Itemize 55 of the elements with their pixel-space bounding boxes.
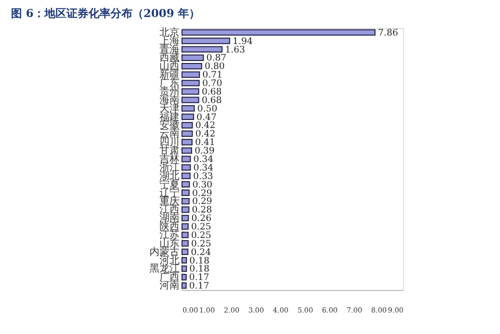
bar	[182, 190, 190, 196]
bar	[182, 88, 200, 95]
bar	[182, 172, 191, 180]
data-label: 0.68	[202, 96, 222, 106]
bar	[182, 96, 200, 104]
data-label: 0.71	[202, 70, 222, 81]
y-tick-label: 湖北	[160, 170, 180, 182]
bar	[182, 80, 200, 86]
data-label: 0.68	[202, 87, 222, 98]
data-label: 0.25	[191, 230, 212, 241]
bar	[182, 105, 195, 112]
bar	[182, 46, 223, 53]
data-label: 0.18	[189, 256, 210, 266]
y-tick-label: 辽宁	[160, 186, 180, 199]
data-label: 0.34	[193, 155, 214, 165]
data-label: 1.94	[232, 36, 253, 47]
bar	[182, 257, 187, 264]
bar	[182, 274, 187, 280]
bar	[182, 29, 376, 36]
bar	[182, 71, 200, 78]
data-label: 0.47	[196, 112, 217, 123]
bar	[182, 223, 189, 230]
bar	[182, 62, 202, 70]
y-tick-label: 福建	[160, 110, 180, 123]
bar	[182, 214, 189, 222]
data-label: 1.63	[225, 45, 246, 56]
bar	[182, 206, 190, 213]
data-label: 0.17	[189, 282, 210, 292]
bar	[182, 240, 189, 247]
bar	[182, 138, 193, 146]
bar	[182, 198, 190, 204]
bar	[182, 156, 191, 162]
data-label: 7.86	[378, 28, 398, 38]
y-tick-label: 北京	[160, 26, 180, 38]
bar	[182, 232, 189, 238]
bar	[182, 265, 187, 272]
bar	[182, 181, 190, 188]
data-label: 0.30	[192, 180, 213, 190]
data-label: 0.24	[190, 248, 212, 258]
bar	[182, 147, 192, 154]
bar	[182, 38, 230, 44]
bar	[182, 248, 188, 256]
chart-title: 图 6：地区证券化率分布（2009 年）	[11, 6, 200, 20]
bar	[182, 164, 191, 171]
bar	[182, 114, 194, 120]
bar	[182, 282, 187, 289]
data-label: 0.34	[193, 163, 214, 174]
data-label: 0.33	[193, 172, 214, 182]
bar	[182, 54, 204, 61]
bar	[182, 130, 193, 137]
data-label: 0.50	[197, 104, 218, 114]
data-label: 0.25	[191, 239, 212, 250]
y-tick-label: 吉林	[160, 153, 180, 165]
y-tick-label: 河南	[160, 280, 180, 292]
bar	[182, 122, 193, 128]
